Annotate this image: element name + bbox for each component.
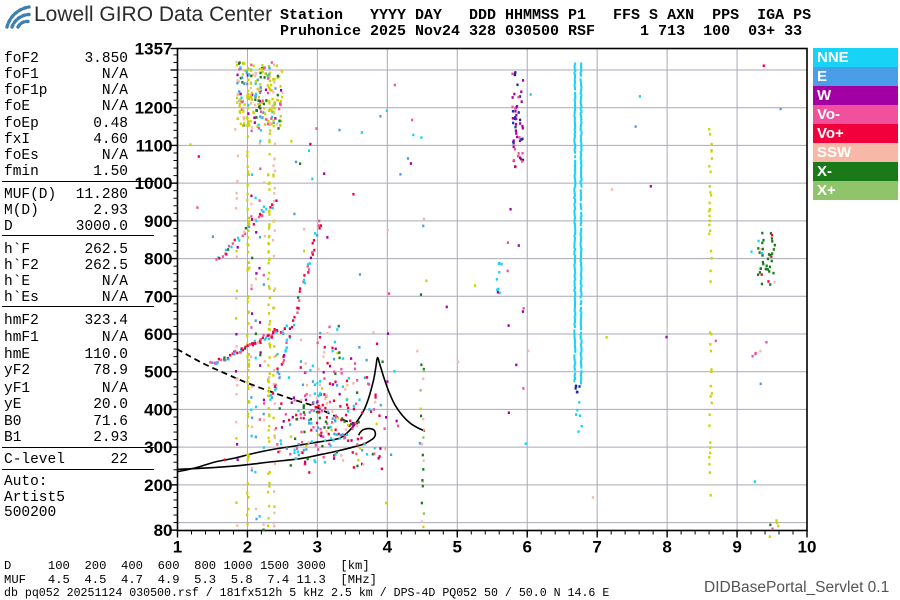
svg-text:9: 9 — [732, 538, 741, 557]
svg-text:1357: 1357 — [135, 40, 173, 59]
svg-text:500: 500 — [144, 363, 172, 382]
svg-text:4: 4 — [383, 538, 393, 557]
svg-text:1: 1 — [173, 538, 182, 557]
svg-text:600: 600 — [144, 325, 172, 344]
svg-text:3: 3 — [313, 538, 322, 557]
svg-text:80: 80 — [154, 521, 173, 540]
svg-text:1200: 1200 — [135, 99, 173, 118]
svg-text:2: 2 — [243, 538, 252, 557]
svg-text:400: 400 — [144, 400, 172, 419]
svg-text:6: 6 — [522, 538, 531, 557]
svg-text:10: 10 — [798, 538, 817, 557]
svg-text:8: 8 — [662, 538, 671, 557]
svg-text:1100: 1100 — [136, 136, 173, 155]
svg-text:800: 800 — [144, 250, 172, 269]
svg-text:1000: 1000 — [135, 174, 173, 193]
svg-text:900: 900 — [144, 212, 172, 231]
svg-text:700: 700 — [144, 287, 172, 306]
svg-text:200: 200 — [144, 476, 172, 495]
svg-text:5: 5 — [453, 538, 462, 557]
svg-text:7: 7 — [592, 538, 601, 557]
